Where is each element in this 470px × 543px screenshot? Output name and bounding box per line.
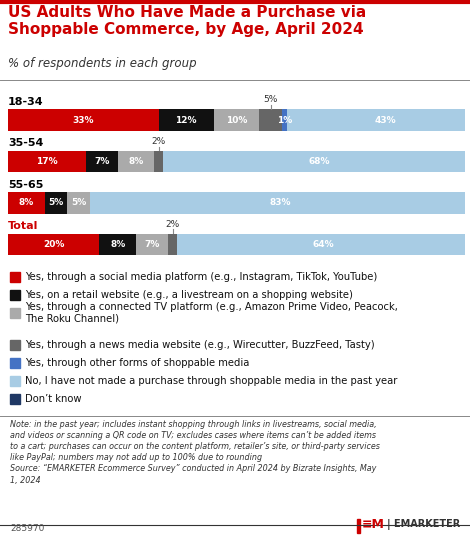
Text: 285970: 285970 (10, 524, 44, 533)
Bar (45, 192, 67, 214)
Text: Don’t know: Don’t know (25, 394, 81, 404)
Text: Note: in the past year; includes instant shopping through links in livestreams, : Note: in the past year; includes instant… (10, 420, 380, 484)
Text: 2%: 2% (152, 137, 166, 146)
Bar (168, 233, 177, 255)
Text: 8%: 8% (19, 198, 34, 207)
Bar (90, 192, 470, 214)
Bar (86, 151, 118, 172)
Bar (164, 151, 470, 172)
Bar (8, 151, 86, 172)
Text: 8%: 8% (128, 157, 144, 166)
Text: ≡M: ≡M (362, 517, 385, 531)
Bar (67, 192, 90, 214)
Text: 64%: 64% (313, 240, 334, 249)
Bar (154, 151, 164, 172)
Text: 20%: 20% (43, 240, 64, 249)
Bar (118, 151, 154, 172)
Text: 2%: 2% (165, 219, 180, 229)
Text: 43%: 43% (374, 116, 396, 125)
Text: Total: Total (8, 221, 39, 231)
Text: 7%: 7% (94, 157, 110, 166)
Text: 7%: 7% (144, 240, 160, 249)
Text: 5%: 5% (48, 198, 63, 207)
Text: Yes, through a connected TV platform (e.g., Amazon Prime Video, Peacock,
The Rok: Yes, through a connected TV platform (e.… (25, 302, 398, 324)
Bar (8, 233, 99, 255)
Text: 18-34: 18-34 (8, 97, 44, 107)
Text: 35-54: 35-54 (8, 138, 43, 148)
Text: 5%: 5% (71, 198, 86, 207)
Bar (282, 109, 287, 131)
Text: US Adults Who Have Made a Purchase via
Shoppable Commerce, by Age, April 2024: US Adults Who Have Made a Purchase via S… (8, 5, 366, 37)
Bar (287, 109, 470, 131)
Text: 17%: 17% (36, 157, 58, 166)
Text: 68%: 68% (308, 157, 329, 166)
Text: Yes, through a social media platform (e.g., Instagram, TikTok, YouTube): Yes, through a social media platform (e.… (25, 272, 377, 282)
Text: Yes, on a retail website (e.g., a livestream on a shopping website): Yes, on a retail website (e.g., a livest… (25, 290, 353, 300)
Bar (8, 109, 159, 131)
Text: 8%: 8% (110, 240, 125, 249)
Text: Yes, through other forms of shoppable media: Yes, through other forms of shoppable me… (25, 358, 250, 368)
Text: % of respondents in each group: % of respondents in each group (8, 57, 196, 70)
Bar (8, 192, 45, 214)
Bar (214, 109, 259, 131)
Text: | EMARKETER: | EMARKETER (387, 519, 460, 529)
Text: 10%: 10% (226, 116, 247, 125)
Bar (99, 233, 136, 255)
Text: No, I have not made a purchase through shoppable media in the past year: No, I have not made a purchase through s… (25, 376, 397, 386)
Bar (136, 233, 168, 255)
Text: 5%: 5% (264, 96, 278, 104)
Text: 12%: 12% (175, 116, 197, 125)
Text: 55-65: 55-65 (8, 180, 43, 190)
Bar (159, 109, 214, 131)
Bar (177, 233, 470, 255)
Text: 1%: 1% (277, 116, 292, 125)
Text: Yes, through a news media website (e.g., Wirecutter, BuzzFeed, Tasty): Yes, through a news media website (e.g.,… (25, 340, 375, 350)
Text: 2%: 2% (467, 198, 470, 207)
Text: 33%: 33% (73, 116, 94, 125)
Bar (259, 109, 282, 131)
Text: 83%: 83% (269, 198, 290, 207)
